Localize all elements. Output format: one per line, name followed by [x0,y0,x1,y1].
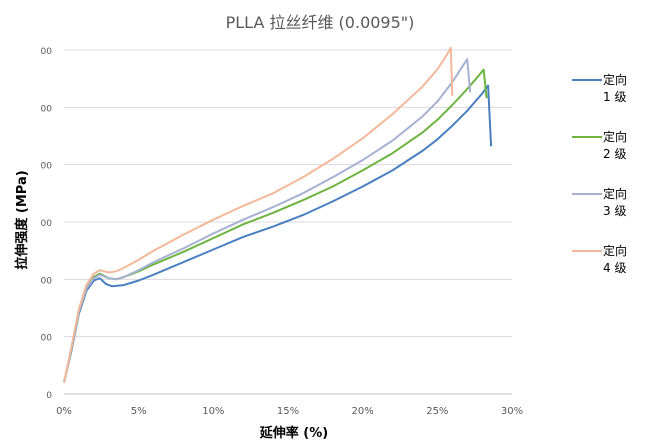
y-tick-label: 00 [41,162,53,172]
legend-label-1-line2: 1 级 [603,90,626,104]
x-tick-label: 10% [202,406,224,417]
y-tick-label: 0 [46,391,52,401]
x-tick-label: 5% [131,406,147,417]
series-line-2 [63,68,488,383]
legend-label-4-line1: 定向 [603,243,627,258]
x-tick-labels: 0% 5% 10% 15% 20% 25% 30% [56,406,523,417]
y-tick-label: 00 [41,334,53,344]
x-tick-label: 0% [56,406,72,417]
legend-label-4-line2: 4 级 [603,261,626,275]
y-tick-label: 00 [41,276,53,286]
series-line-3 [63,58,472,383]
series-line-4 [63,46,454,383]
x-axis-label: 延伸率 (%) [259,425,328,441]
y-tick-label: 00 [41,219,53,229]
legend-label-2-line1: 定向 [603,129,627,144]
legend-label-3-line2: 3 级 [603,204,626,218]
legend-label-3-line1: 定向 [603,186,627,201]
x-tick-label: 25% [426,406,448,417]
y-tick-label: 00 [41,104,53,114]
y-axis-label: 拉伸强度 (MPa) [14,170,30,269]
legend-label-1-line1: 定向 [603,72,627,87]
series-line-1 [63,84,493,383]
legend-label-2-line2: 2 级 [603,147,626,161]
gridlines [64,49,512,338]
y-tick-label: 00 [41,47,53,57]
x-tick-label: 20% [352,406,374,417]
x-tick-label: 15% [277,406,299,417]
x-tick-label: 30% [501,406,523,417]
data-series [63,46,493,383]
chart-title: PLLA 拉丝纤维 (0.0095") [226,13,415,32]
